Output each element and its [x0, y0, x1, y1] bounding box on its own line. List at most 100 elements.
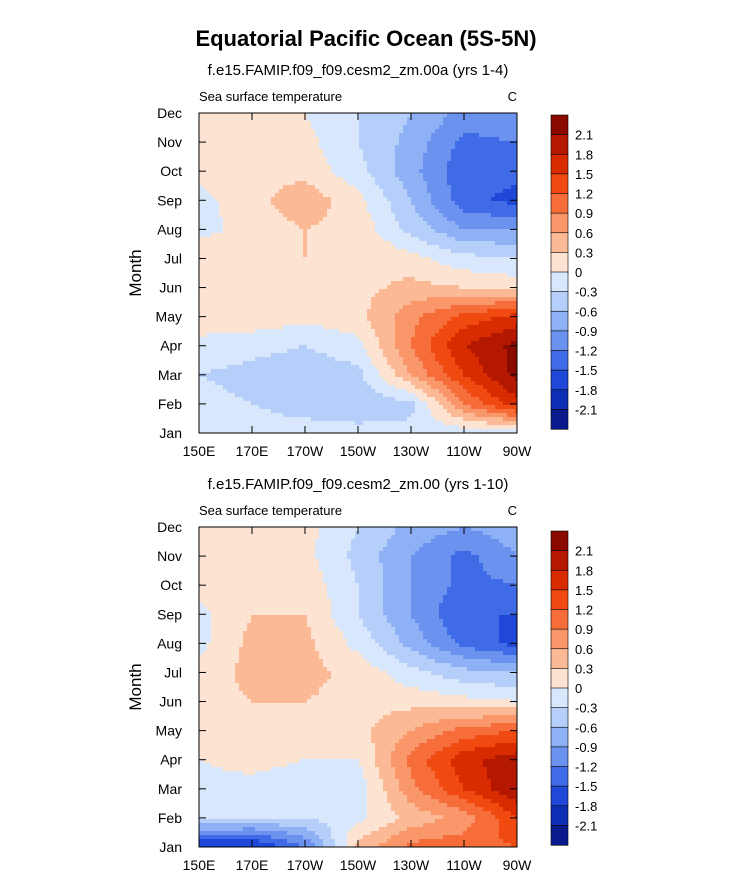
heatmap-cell	[199, 341, 204, 346]
heatmap-cell	[423, 177, 428, 182]
heatmap-cell	[475, 129, 480, 134]
heatmap-cell	[267, 289, 272, 294]
heatmap-cell	[419, 353, 424, 358]
heatmap-cell	[431, 197, 436, 202]
heatmap-cell	[267, 185, 272, 190]
heatmap-cell	[431, 273, 436, 278]
heatmap-cell	[435, 157, 440, 162]
heatmap-cell	[499, 117, 504, 122]
heatmap-cell	[235, 345, 240, 350]
heatmap-cell	[475, 345, 480, 350]
heatmap-cell	[299, 213, 304, 218]
heatmap-cell	[487, 321, 492, 326]
heatmap-cell	[459, 185, 464, 190]
heatmap-cell	[347, 181, 352, 186]
heatmap-cell	[247, 237, 252, 242]
heatmap-cell	[375, 145, 380, 150]
heatmap-cell	[331, 329, 336, 334]
heatmap-cell	[323, 213, 328, 218]
heatmap-cell	[251, 189, 256, 194]
heatmap-cell	[387, 297, 392, 302]
heatmap-cell	[475, 185, 480, 190]
heatmap-cell	[235, 289, 240, 294]
heatmap-cell	[435, 357, 440, 362]
heatmap-cell	[431, 345, 436, 350]
heatmap-cell	[331, 353, 336, 358]
heatmap-cell	[363, 341, 368, 346]
heatmap-cell	[463, 133, 468, 138]
heatmap-cell	[503, 117, 508, 122]
heatmap-cell	[215, 233, 220, 238]
heatmap-cell	[515, 193, 518, 198]
heatmap-cell	[255, 273, 260, 278]
heatmap-cell	[303, 353, 308, 358]
heatmap-cell	[487, 333, 492, 338]
heatmap-cell	[383, 305, 388, 310]
heatmap-cell	[239, 209, 244, 214]
heatmap-cell	[363, 337, 368, 342]
heatmap-cell	[219, 125, 224, 130]
heatmap-cell	[251, 273, 256, 278]
heatmap-cell	[515, 349, 518, 354]
heatmap-cell	[471, 169, 476, 174]
heatmap-cell	[343, 253, 348, 258]
heatmap-cell	[403, 205, 408, 210]
heatmap-cell	[395, 289, 400, 294]
heatmap-cell	[431, 329, 436, 334]
heatmap-cell	[211, 149, 216, 154]
heatmap-cell	[447, 177, 452, 182]
heatmap-cell	[451, 293, 456, 298]
heatmap-cell	[203, 317, 208, 322]
heatmap-cell	[351, 301, 356, 306]
heatmap-cell	[327, 349, 332, 354]
heatmap-cell	[499, 321, 504, 326]
heatmap-cell	[275, 329, 280, 334]
heatmap-cell	[247, 185, 252, 190]
heatmap-cell	[483, 233, 488, 238]
heatmap-cell	[415, 249, 420, 254]
heatmap-cell	[299, 197, 304, 202]
heatmap-cell	[331, 333, 336, 338]
heatmap-cell	[255, 133, 260, 138]
heatmap-cell	[495, 317, 500, 322]
heatmap-cell	[351, 297, 356, 302]
heatmap-cell	[207, 237, 212, 242]
heatmap-cell	[323, 329, 328, 334]
heatmap-cell	[283, 325, 288, 330]
heatmap-cell	[383, 293, 388, 298]
heatmap-cell	[379, 153, 384, 158]
heatmap-cell	[467, 273, 472, 278]
heatmap-cell	[399, 317, 404, 322]
heatmap-cell	[507, 333, 512, 338]
heatmap-cell	[459, 141, 464, 146]
heatmap-cell	[515, 113, 518, 118]
heatmap-cell	[271, 113, 276, 118]
heatmap-cell	[359, 133, 364, 138]
heatmap-cell	[231, 221, 236, 226]
heatmap-cell	[467, 281, 472, 286]
heatmap-cell	[291, 309, 296, 314]
heatmap-cell	[251, 293, 256, 298]
heatmap-cell	[207, 321, 212, 326]
heatmap-cell	[503, 245, 508, 250]
heatmap-cell	[299, 309, 304, 314]
heatmap-cell	[483, 193, 488, 198]
heatmap-cell	[267, 137, 272, 142]
heatmap-cell	[231, 261, 236, 266]
heatmap-cell	[435, 145, 440, 150]
heatmap-cell	[271, 345, 276, 350]
heatmap-cell	[403, 321, 408, 326]
heatmap-cell	[439, 329, 444, 334]
heatmap-cell	[439, 137, 444, 142]
heatmap-cell	[383, 277, 388, 282]
heatmap-cell	[343, 241, 348, 246]
heatmap-cell	[231, 169, 236, 174]
heatmap-cell	[487, 237, 492, 242]
heatmap-cell	[291, 297, 296, 302]
heatmap-cell	[267, 349, 272, 354]
heatmap-cell	[483, 305, 488, 310]
heatmap-cell	[315, 249, 320, 254]
heatmap-cell	[255, 345, 260, 350]
heatmap-cell	[499, 189, 504, 194]
heatmap-cell	[295, 129, 300, 134]
